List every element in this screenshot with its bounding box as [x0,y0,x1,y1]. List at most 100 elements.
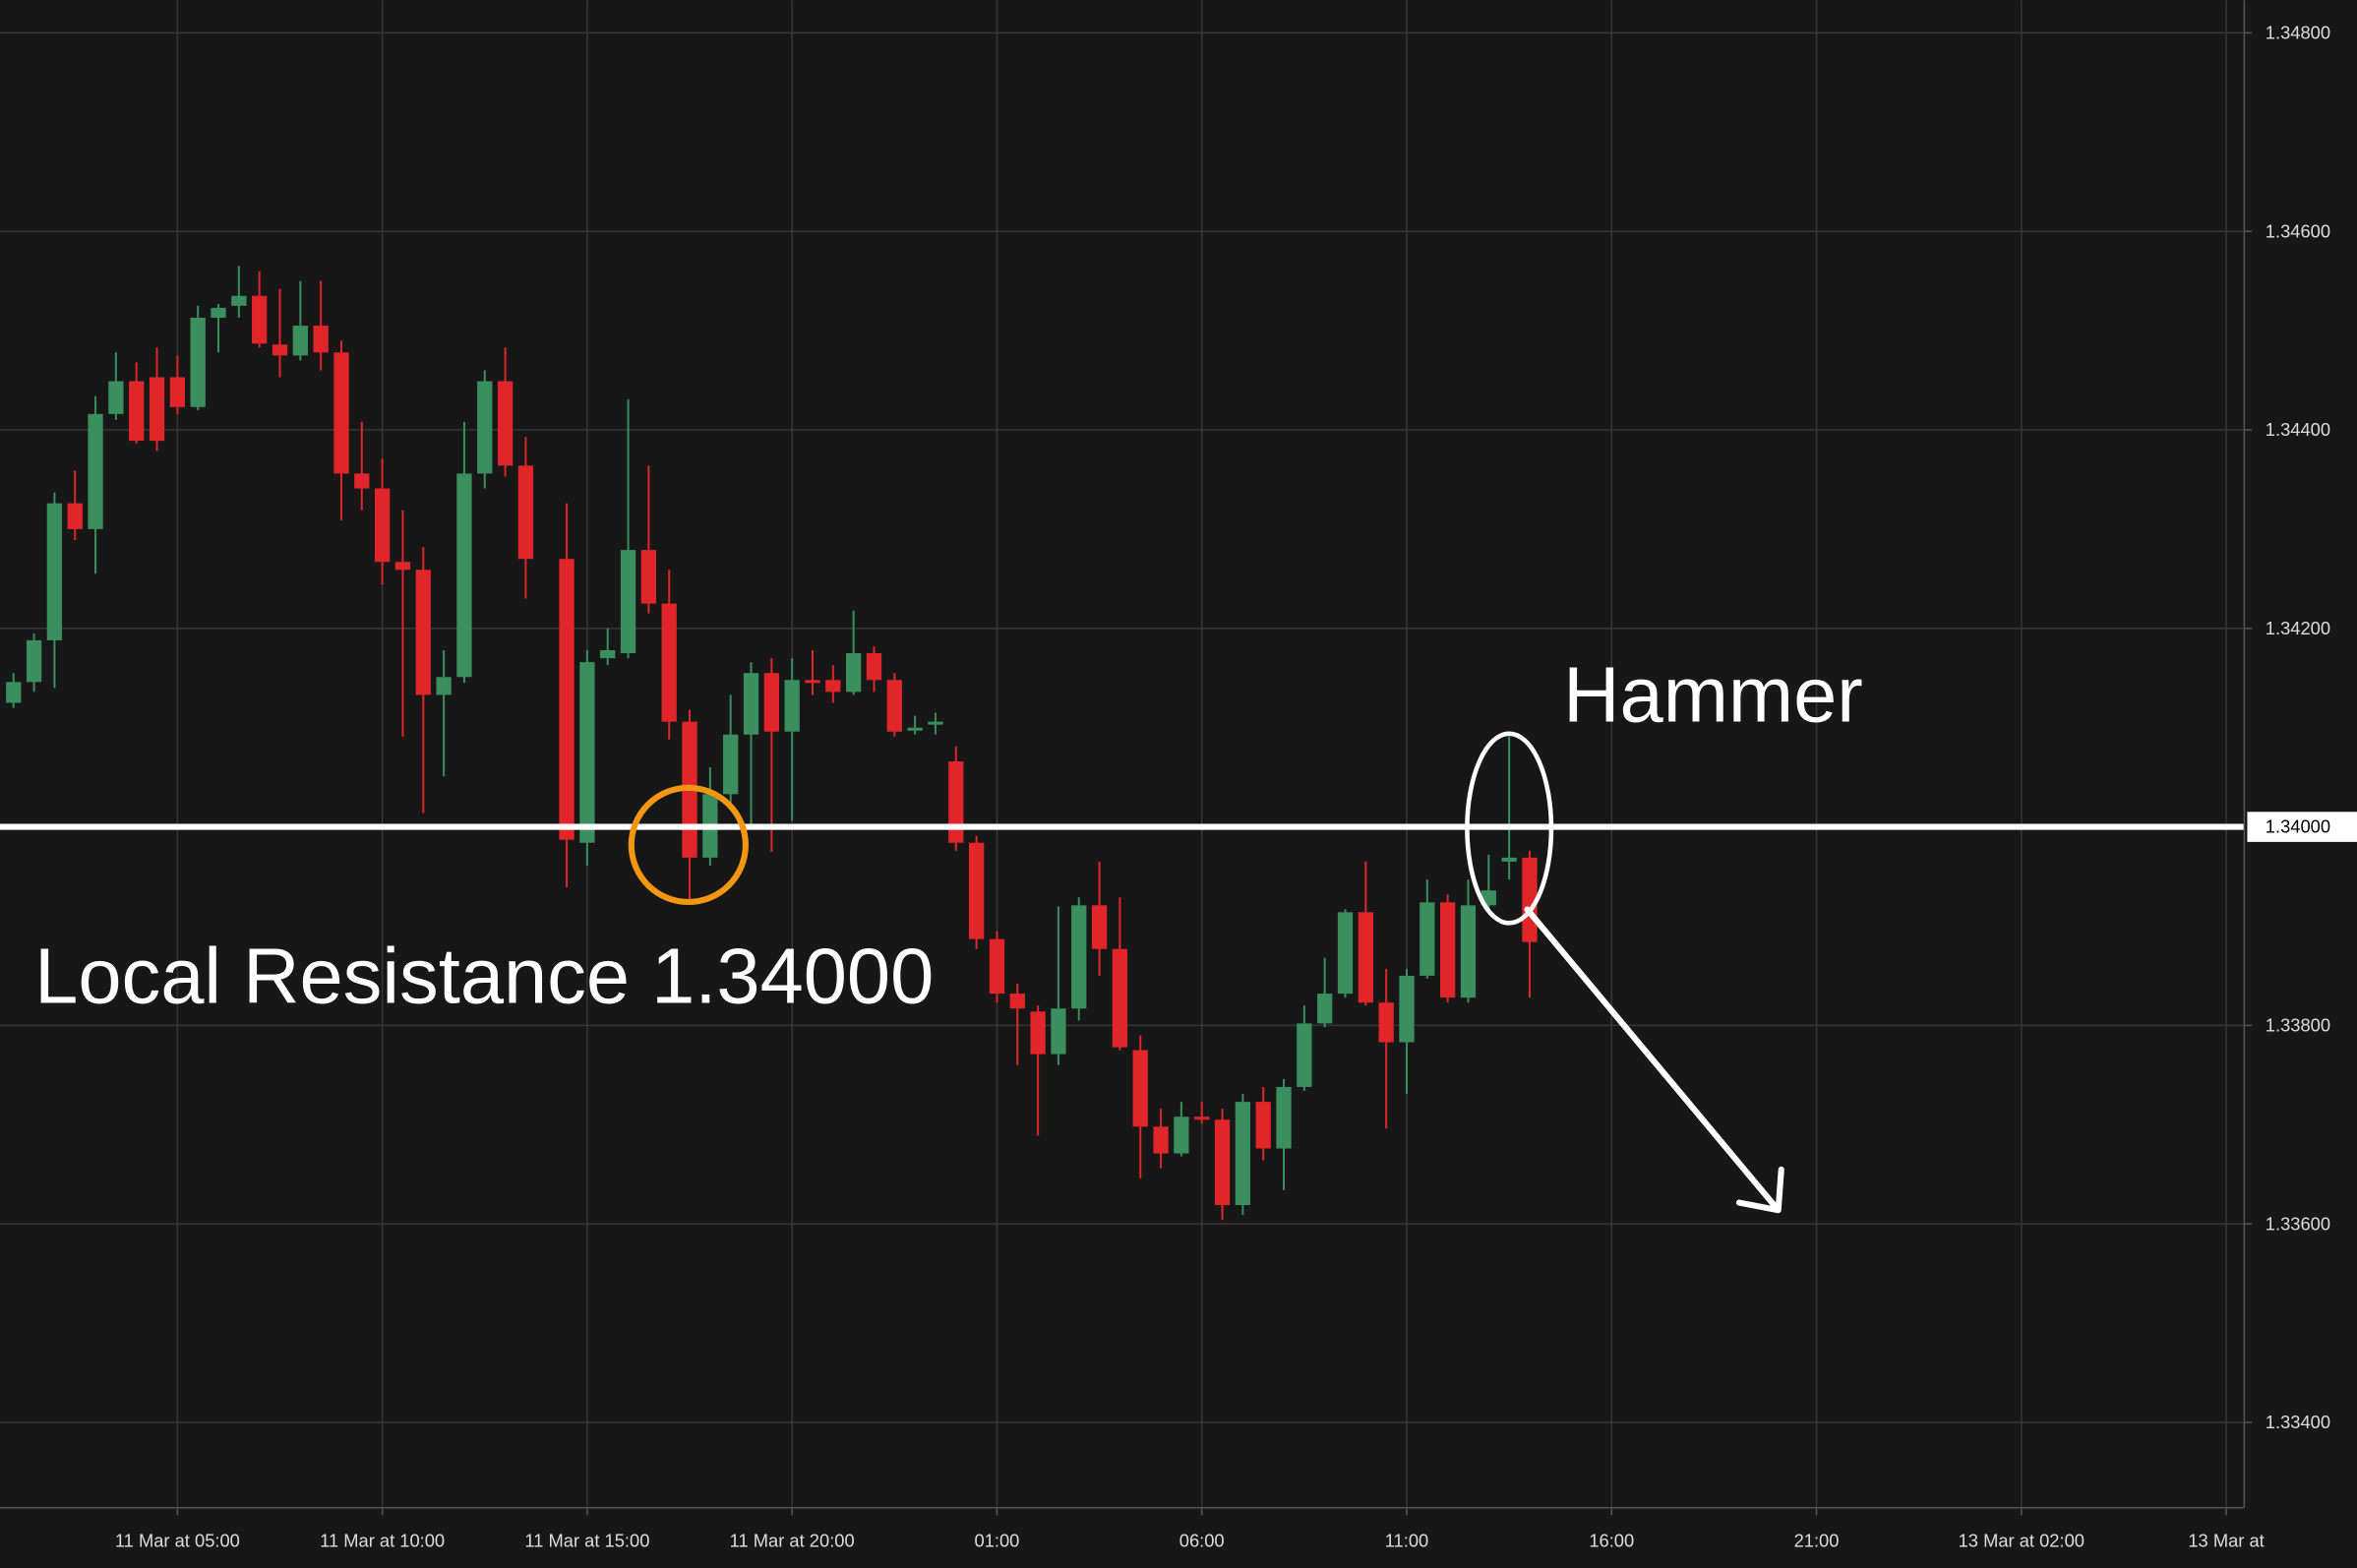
grid: 1.34800 1.34600 1.34400 1.34200 1.33800 1.336… [0,0,2330,1550]
candle-body [907,727,923,731]
candle-body [886,680,902,732]
candle-body [1317,994,1333,1024]
candle-body [252,295,268,344]
candle-body [1501,857,1517,862]
candle-body [1214,1119,1231,1206]
candle-body [846,653,862,693]
candle-body [1051,1008,1066,1055]
x-tick-label: 13 Mar at [2188,1530,2264,1550]
candle-body [1194,1116,1210,1120]
candle-body [620,550,636,654]
orange-circle [628,784,749,906]
candle-body [805,680,820,684]
candle-body [333,352,349,474]
candle-body [1174,1116,1189,1154]
candle-body [1439,902,1456,998]
candle-body [517,465,534,560]
candle-body [456,473,472,678]
candle-body [46,503,63,640]
candle-body [1071,905,1087,1009]
candle-body [763,673,779,732]
candle-body [1358,912,1373,1003]
candle-body [292,326,308,356]
candle-body [559,559,574,840]
candle-body [1009,994,1025,1009]
candle-body [743,673,759,735]
x-tick-label: 11 Mar at 20:00 [730,1530,855,1550]
candle-body [661,603,677,722]
y-tick-label: 1.33800 [2266,1015,2330,1036]
candle-body [88,413,103,529]
candle-body [190,317,206,407]
candle-body [354,473,370,489]
x-tick-label: 06:00 [1179,1530,1225,1550]
resistance-annotation: Local Resistance 1.34000 [34,932,934,1019]
candle-body [149,377,165,442]
candle-body [948,761,964,843]
x-tick-label: 11 Mar at 10:00 [320,1530,445,1550]
candle-body [1255,1102,1271,1149]
candle-body [1337,912,1354,995]
candle-body [272,344,288,356]
candle-body [1420,902,1435,976]
hammer-ellipse [1465,731,1554,926]
candle-body [231,295,247,306]
candle-body [313,326,329,353]
candle-body [374,488,391,563]
candle-body [67,503,83,529]
candle-body [989,938,1005,995]
candle-body [600,650,616,659]
candle-body [1091,905,1108,949]
y-tick-label: 1.34200 [2266,618,2330,638]
candle-body [968,842,985,939]
candle-body [723,734,739,795]
x-tick-label: 11:00 [1385,1530,1429,1550]
candle-body [26,639,42,683]
x-tick-label: 13 Mar at 02:00 [1959,1530,2085,1550]
x-tick-label: 11 Mar at 05:00 [115,1530,240,1550]
candle-body [1112,948,1128,1048]
candle-body [1276,1086,1292,1149]
candle-body [579,662,595,843]
level-label: 1.34000 [2266,816,2330,837]
y-tick-label: 1.33400 [2266,1412,2330,1432]
candle-body [784,680,800,732]
candle-body [1378,1002,1394,1043]
candle-body [1153,1126,1169,1154]
candle-body [640,550,657,604]
x-tick-label: 16:00 [1589,1530,1634,1550]
candle-body [211,307,226,318]
candle-body [436,677,452,695]
candle-body [477,381,493,474]
candle-body [169,377,186,407]
candle-body [394,562,411,571]
candles: 1.34000 [0,266,2357,1221]
candle-body [1297,1023,1312,1087]
candle-body [415,570,431,695]
candle-body [129,381,145,442]
x-tick-label: 11 Mar at 15:00 [524,1530,649,1550]
candle-body [108,381,124,414]
candle-body [1132,1050,1148,1127]
level-badge [2247,812,2357,842]
candle-body [1399,975,1415,1043]
candle-body [1030,1011,1046,1055]
candle-body [866,653,882,681]
candle-body [497,381,514,466]
candle-body [928,721,943,725]
candle-body [1460,905,1477,998]
candle-body [825,680,841,693]
x-tick-label: 01:00 [975,1530,1020,1550]
y-tick-label: 1.34800 [2266,23,2330,43]
annotations: Local Resistance 1.34000 Hammer [34,651,1863,1214]
y-tick-label: 1.34600 [2266,220,2330,241]
hammer-annotation: Hammer [1563,651,1863,739]
y-tick-label: 1.33600 [2266,1213,2330,1234]
arrow [1524,906,1784,1214]
x-tick-label: 21:00 [1794,1530,1840,1550]
candle-body [1235,1102,1251,1206]
y-tick-label: 1.34400 [2266,419,2330,440]
